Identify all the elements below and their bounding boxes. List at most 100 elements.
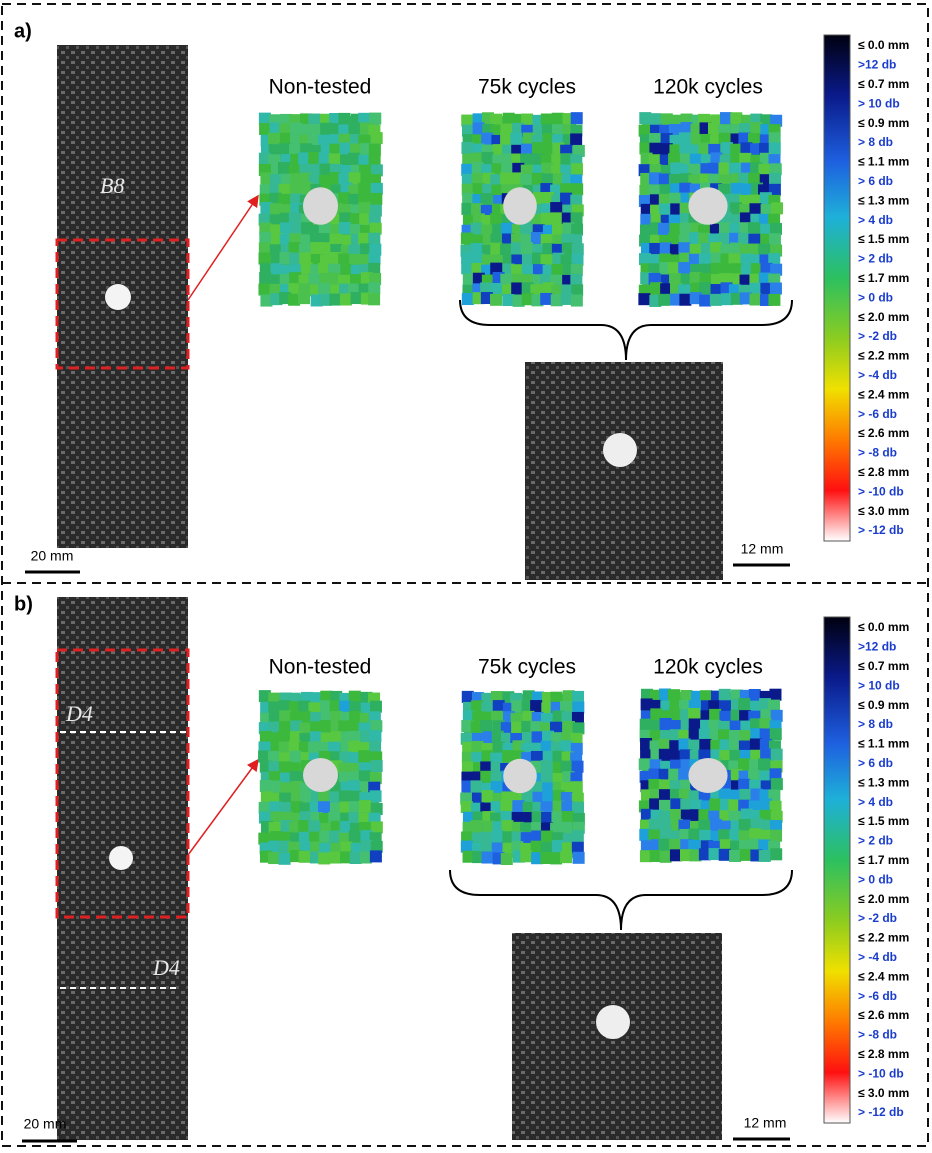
scale-bar-label: 12 mm bbox=[741, 541, 784, 557]
map-cell bbox=[369, 730, 381, 742]
map-cell bbox=[500, 800, 512, 812]
legend-label: > -6 db bbox=[858, 989, 897, 1003]
map-cell bbox=[348, 122, 360, 134]
legend-label: ≤ 1.1 mm bbox=[858, 155, 909, 169]
map-cell bbox=[709, 709, 721, 721]
map-cell bbox=[318, 283, 330, 295]
map-cell bbox=[490, 213, 502, 225]
colorbar bbox=[824, 35, 850, 541]
map-cell bbox=[678, 769, 690, 781]
legend-label: > 8 db bbox=[858, 135, 893, 149]
map-cell bbox=[258, 284, 270, 296]
map-cell bbox=[368, 233, 380, 245]
map-cell bbox=[770, 283, 782, 295]
map-cell bbox=[369, 154, 381, 166]
map-cell bbox=[740, 184, 752, 196]
map-cell bbox=[279, 700, 291, 712]
map-cell bbox=[520, 850, 532, 862]
map-cell bbox=[278, 730, 290, 742]
legend-label: ≤ 0.7 mm bbox=[858, 77, 909, 91]
map-cell bbox=[551, 264, 563, 276]
map-cell bbox=[679, 142, 691, 154]
figure: a)B820 mmNon-tested75k cycles120k cycles… bbox=[0, 0, 932, 1148]
map-cell bbox=[572, 702, 584, 714]
legend-label: ≤ 2.8 mm bbox=[858, 465, 909, 479]
map-cell bbox=[748, 222, 760, 234]
map-cell bbox=[571, 284, 583, 296]
legend-label: ≤ 2.8 mm bbox=[858, 1047, 909, 1061]
legend-label: > -6 db bbox=[858, 407, 897, 421]
photo-hole bbox=[603, 433, 637, 467]
map-cell bbox=[280, 782, 292, 794]
map-cell bbox=[738, 698, 750, 710]
map-cell bbox=[510, 133, 522, 145]
map-cell bbox=[510, 172, 522, 184]
legend-label: ≤ 2.0 mm bbox=[858, 310, 909, 324]
map-cell bbox=[550, 212, 562, 224]
map-cell bbox=[371, 132, 383, 144]
map-cell bbox=[351, 292, 363, 304]
map-cell bbox=[771, 202, 783, 214]
map-cell bbox=[758, 758, 770, 770]
map-cell bbox=[541, 831, 553, 843]
map-cell bbox=[769, 689, 781, 701]
heat-map bbox=[460, 690, 585, 865]
map-cell bbox=[570, 274, 582, 286]
map-cell bbox=[572, 761, 584, 773]
map-cell bbox=[552, 113, 564, 125]
map-cell bbox=[699, 295, 711, 307]
map-cell bbox=[678, 242, 690, 254]
map-cell bbox=[659, 203, 671, 215]
map-cell bbox=[771, 778, 783, 790]
legend-label: ≤ 2.6 mm bbox=[858, 1008, 909, 1022]
legend-label: > -2 db bbox=[858, 911, 897, 925]
specimen-hole bbox=[109, 846, 133, 870]
map-cell bbox=[720, 112, 732, 124]
map-cell bbox=[530, 700, 542, 712]
specimen-mark: D4 bbox=[65, 701, 93, 726]
map-cell bbox=[259, 272, 271, 284]
map-cell bbox=[319, 720, 331, 732]
legend-label: >12 db bbox=[858, 58, 896, 72]
legend-label: >12 db bbox=[858, 640, 896, 654]
map-hole bbox=[503, 759, 537, 793]
map-cell bbox=[260, 731, 272, 743]
legend-label: > 4 db bbox=[858, 213, 893, 227]
map-cell bbox=[370, 193, 382, 205]
map-cell bbox=[571, 163, 583, 175]
map-cell bbox=[310, 124, 322, 136]
map-cell bbox=[560, 851, 572, 863]
map-cell bbox=[769, 233, 781, 245]
zoom-arrow bbox=[188, 760, 258, 855]
legend-label: > -4 db bbox=[858, 950, 897, 964]
map-title: Non-tested bbox=[269, 76, 372, 99]
map-cell bbox=[502, 294, 514, 306]
map-cell bbox=[259, 232, 271, 244]
legend-label: ≤ 3.0 mm bbox=[858, 1086, 909, 1100]
map-cell bbox=[699, 729, 711, 741]
map-cell bbox=[560, 822, 572, 834]
map-cell bbox=[540, 143, 552, 155]
map-cell bbox=[770, 223, 782, 235]
map-cell bbox=[340, 294, 352, 306]
map-cell bbox=[339, 222, 351, 234]
map-cell bbox=[708, 163, 720, 175]
map-cell bbox=[350, 852, 362, 864]
legend-label: ≤ 2.4 mm bbox=[858, 387, 909, 401]
map-cell bbox=[349, 830, 361, 842]
map-cell bbox=[371, 760, 383, 772]
map-cell bbox=[349, 801, 361, 813]
map-cell bbox=[461, 801, 473, 813]
map-cell bbox=[541, 114, 553, 126]
map-cell bbox=[639, 758, 651, 770]
map-cell bbox=[719, 689, 731, 701]
map-cell bbox=[359, 202, 371, 214]
legend-label: > 6 db bbox=[858, 174, 893, 188]
map-cell bbox=[279, 143, 291, 155]
map-cell bbox=[521, 242, 533, 254]
map-cell bbox=[571, 112, 583, 124]
map-cell bbox=[482, 852, 494, 864]
legend-label: > 0 db bbox=[858, 290, 893, 304]
legend-label: ≤ 1.3 mm bbox=[858, 775, 909, 789]
specimen-mark: D4 bbox=[152, 955, 180, 980]
